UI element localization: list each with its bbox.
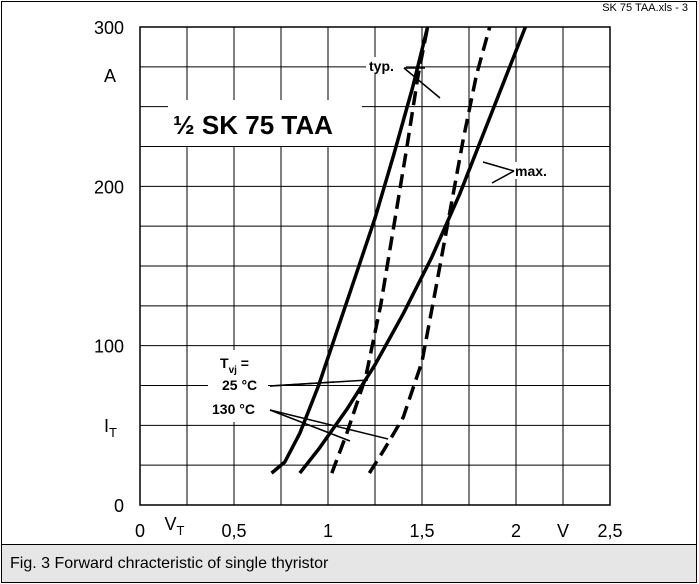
y-axis-symbol: IT — [104, 416, 117, 440]
series-line-4 — [367, 26, 492, 475]
y-tick-label: 300 — [94, 18, 124, 38]
y-tick-label: 100 — [94, 337, 124, 357]
x-tick-label: 2 — [511, 521, 521, 541]
typ-label: typ. — [369, 58, 394, 74]
x-tick-label: 2,5 — [597, 521, 622, 541]
tvj-label-background — [208, 350, 268, 422]
max-leader-line — [491, 170, 515, 184]
x-tick-label: 0,5 — [221, 521, 246, 541]
grid-lines — [139, 26, 611, 506]
t130-leader-line — [269, 409, 351, 442]
t25-leader-line — [269, 379, 369, 387]
tvj-label: Tvj = — [220, 355, 249, 376]
tick-labels: 0 100 200 300 0 0,5 1 1,5 2 2,5 A V IT VT — [94, 18, 623, 541]
t130-label: 130 °C — [212, 401, 255, 417]
plot-border — [139, 26, 611, 506]
annotations: ½ SK 75 TAA typ. max. Tvj =25 °C 130 °C — [168, 57, 554, 442]
series-line-2 — [330, 26, 430, 474]
typ-label-background — [366, 57, 406, 74]
chart-title: ½ SK 75 TAA — [173, 110, 333, 140]
t130-leader-line — [269, 409, 389, 440]
title-background — [168, 100, 362, 146]
y-tick-label: 200 — [94, 177, 124, 197]
typ-leader-line — [403, 67, 441, 99]
series-line-3 — [298, 26, 528, 475]
x-tick-label: 1 — [323, 521, 333, 541]
max-label: max. — [515, 163, 547, 179]
x-tick-label: 0 — [135, 521, 145, 541]
t25-label: 25 °C — [222, 377, 257, 393]
y-axis-unit: A — [104, 66, 116, 86]
figure-caption: Fig. 3 Forward chracteristic of single t… — [10, 555, 329, 572]
max-leader-line — [482, 161, 515, 172]
max-label-background — [512, 162, 554, 179]
y-tick-label: 0 — [114, 496, 124, 516]
x-tick-label: 1,5 — [409, 521, 434, 541]
x-axis-symbol: VT — [164, 514, 184, 538]
caption-bar: Fig. 3 Forward chracteristic of single t… — [1, 544, 697, 583]
series-layer — [270, 26, 528, 475]
series-line-1 — [270, 26, 430, 475]
x-axis-unit: V — [557, 521, 569, 541]
file-label: SK 75 TAA.xls - 3 — [602, 2, 688, 14]
